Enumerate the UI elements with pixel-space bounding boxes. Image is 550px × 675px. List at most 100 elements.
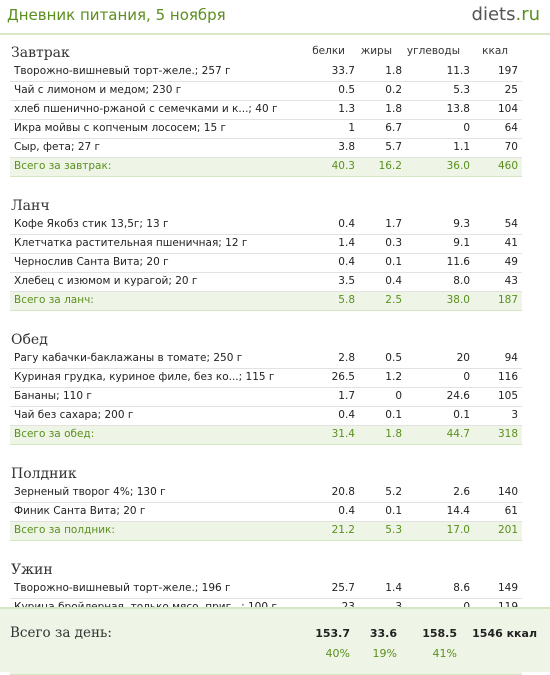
food-row[interactable]: Кофе Якобз стик 13,5г; 13 г 0.4 1.7 9.3 54 bbox=[10, 216, 522, 235]
food-fat: 0.5 bbox=[385, 352, 402, 364]
food-name[interactable]: Рагу кабачки-баклажаны в томате; 250 г bbox=[14, 352, 243, 364]
food-kcal: 197 bbox=[497, 65, 518, 77]
site-logo[interactable]: diets.ru bbox=[472, 4, 540, 25]
column-header-carbs: углеводы bbox=[406, 45, 460, 57]
food-protein: 3.5 bbox=[338, 275, 355, 287]
food-name[interactable]: Хлебец с изюмом и курагой; 20 г bbox=[14, 275, 198, 287]
meal-title: Полдник bbox=[11, 466, 77, 482]
meal-total-label: Всего за ланч: bbox=[14, 294, 94, 306]
meal-title: Завтрак bbox=[11, 45, 70, 61]
column-header-kcal: ккал bbox=[482, 45, 508, 57]
food-kcal: 3 bbox=[511, 409, 518, 421]
logo-domain: .ru bbox=[515, 4, 540, 25]
food-name[interactable]: Чай с лимоном и медом; 230 г bbox=[14, 84, 182, 96]
food-name[interactable]: Творожно-вишневый торт-желе.; 257 г bbox=[14, 65, 231, 77]
meal-total-label: Всего за обед: bbox=[14, 428, 95, 440]
food-protein: 3.8 bbox=[338, 141, 355, 153]
food-name[interactable]: Чай без сахара; 200 г bbox=[14, 409, 134, 421]
food-carbs: 8.0 bbox=[453, 275, 470, 287]
food-protein: 0.4 bbox=[338, 256, 355, 268]
food-carbs: 0 bbox=[463, 371, 470, 383]
food-kcal: 94 bbox=[504, 352, 518, 364]
food-fat: 5.7 bbox=[385, 141, 402, 153]
meal-section: Полдник Зерненый творог 4%; 130 г 20.8 5.2 2… bbox=[0, 464, 550, 560]
day-fat-percent: 19% bbox=[372, 647, 397, 660]
day-total-section: Всего за день: 153.7 33.6 158.5 1546 кка… bbox=[0, 607, 550, 672]
food-protein: 1.3 bbox=[338, 103, 355, 115]
food-name[interactable]: Чернослив Санта Вита; 20 г bbox=[14, 256, 169, 268]
meal-spacer bbox=[0, 445, 550, 464]
food-row[interactable]: Творожно-вишневый торт-желе.; 196 г 25.7 1… bbox=[10, 580, 522, 599]
food-carbs: 8.6 bbox=[453, 582, 470, 594]
food-row[interactable]: Зерненый творог 4%; 130 г 20.8 5.2 2.6 140 bbox=[10, 484, 522, 503]
food-name[interactable]: Клетчатка растительная пшеничная; 12 г bbox=[14, 237, 248, 249]
meal-total-fat: 16.2 bbox=[378, 160, 402, 172]
food-protein: 0.5 bbox=[338, 84, 355, 96]
page-header: Дневник питания, 5 ноября diets.ru bbox=[0, 0, 550, 36]
meals-list: Завтрак белки жиры углеводы ккал Творожно-виш… bbox=[0, 43, 550, 675]
meal-section: Ланч Кофе Якобз стик 13,5г; 13 г 0.4 1.7 9.3… bbox=[0, 196, 550, 330]
food-protein: 0.4 bbox=[338, 409, 355, 421]
food-row[interactable]: Куриная грудка, куриное филе, без ко...;… bbox=[10, 369, 522, 388]
meal-total-fat: 1.8 bbox=[385, 428, 402, 440]
food-carbs: 20 bbox=[456, 352, 470, 364]
food-row[interactable]: Сыр, фета; 27 г 3.8 5.7 1.1 70 bbox=[10, 139, 522, 158]
food-row[interactable]: Клетчатка растительная пшеничная; 12 г 1.… bbox=[10, 235, 522, 254]
food-carbs: 9.1 bbox=[453, 237, 470, 249]
day-protein-percent: 40% bbox=[325, 647, 350, 660]
food-carbs: 9.3 bbox=[453, 218, 470, 230]
food-row[interactable]: хлеб пшенично-ржаной с семечками и к...;… bbox=[10, 101, 522, 120]
food-protein: 0.4 bbox=[338, 218, 355, 230]
food-name[interactable]: Зерненый творог 4%; 130 г bbox=[14, 486, 166, 498]
meal-total-label: Всего за полдник: bbox=[14, 524, 115, 536]
day-carbs: 158.5 bbox=[422, 627, 457, 640]
food-row[interactable]: Бананы; 110 г 1.7 0 24.6 105 bbox=[10, 388, 522, 407]
food-row[interactable]: Чай без сахара; 200 г 0.4 0.1 0.1 3 bbox=[10, 407, 522, 426]
food-row[interactable]: Чернослив Санта Вита; 20 г 0.4 0.1 11.6 49 bbox=[10, 254, 522, 273]
food-carbs: 0 bbox=[463, 122, 470, 134]
food-carbs: 11.6 bbox=[446, 256, 470, 268]
food-fat: 0.3 bbox=[385, 237, 402, 249]
meal-total-row: Всего за ланч: 5.8 2.5 38.0 187 bbox=[10, 292, 522, 311]
meal-total-protein: 21.2 bbox=[331, 524, 355, 536]
food-row[interactable]: Хлебец с изюмом и курагой; 20 г 3.5 0.4 8.0… bbox=[10, 273, 522, 292]
meal-header: Завтрак белки жиры углеводы ккал bbox=[0, 43, 550, 63]
food-kcal: 105 bbox=[497, 390, 518, 402]
meal-total-row: Всего за завтрак: 40.3 16.2 36.0 460 bbox=[10, 158, 522, 177]
food-row[interactable]: Чай с лимоном и медом; 230 г 0.5 0.2 5.3 25 bbox=[10, 82, 522, 101]
meal-header: Обед bbox=[0, 330, 550, 350]
food-row[interactable]: Финик Санта Вита; 20 г 0.4 0.1 14.4 61 bbox=[10, 503, 522, 522]
food-row[interactable]: Творожно-вишневый торт-желе.; 257 г 33.7 1… bbox=[10, 63, 522, 82]
food-carbs: 14.4 bbox=[446, 505, 470, 517]
food-kcal: 54 bbox=[504, 218, 518, 230]
food-name[interactable]: Кофе Якобз стик 13,5г; 13 г bbox=[14, 218, 169, 230]
food-name[interactable]: Творожно-вишневый торт-желе.; 196 г bbox=[14, 582, 231, 594]
food-protein: 1.4 bbox=[338, 237, 355, 249]
food-kcal: 104 bbox=[497, 103, 518, 115]
day-protein: 153.7 bbox=[315, 627, 350, 640]
food-carbs: 2.6 bbox=[453, 486, 470, 498]
food-row[interactable]: Икра мойвы с копченым лососем; 15 г 1 6.7 0… bbox=[10, 120, 522, 139]
food-protein: 33.7 bbox=[331, 65, 355, 77]
food-fat: 1.4 bbox=[385, 582, 402, 594]
food-name[interactable]: Финик Санта Вита; 20 г bbox=[14, 505, 146, 517]
food-carbs: 5.3 bbox=[453, 84, 470, 96]
food-fat: 1.8 bbox=[385, 103, 402, 115]
food-kcal: 70 bbox=[504, 141, 518, 153]
food-fat: 0.1 bbox=[385, 409, 402, 421]
meal-title: Обед bbox=[11, 332, 48, 348]
food-name[interactable]: Икра мойвы с копченым лососем; 15 г bbox=[14, 122, 227, 134]
food-name[interactable]: Куриная грудка, куриное филе, без ко...;… bbox=[14, 371, 275, 383]
food-fat: 1.8 bbox=[385, 65, 402, 77]
food-row[interactable]: Рагу кабачки-баклажаны в томате; 250 г 2.… bbox=[10, 350, 522, 369]
food-name[interactable]: Сыр, фета; 27 г bbox=[14, 141, 101, 153]
food-name[interactable]: Бананы; 110 г bbox=[14, 390, 92, 402]
meal-total-row: Всего за обед: 31.4 1.8 44.7 318 bbox=[10, 426, 522, 445]
meal-spacer bbox=[0, 177, 550, 196]
food-fat: 0.4 bbox=[385, 275, 402, 287]
day-carbs-percent: 41% bbox=[432, 647, 457, 660]
food-kcal: 61 bbox=[504, 505, 518, 517]
food-fat: 6.7 bbox=[385, 122, 402, 134]
food-name[interactable]: хлеб пшенично-ржаной с семечками и к...;… bbox=[14, 103, 278, 115]
meal-section: Обед Рагу кабачки-баклажаны в томате; 250… bbox=[0, 330, 550, 464]
